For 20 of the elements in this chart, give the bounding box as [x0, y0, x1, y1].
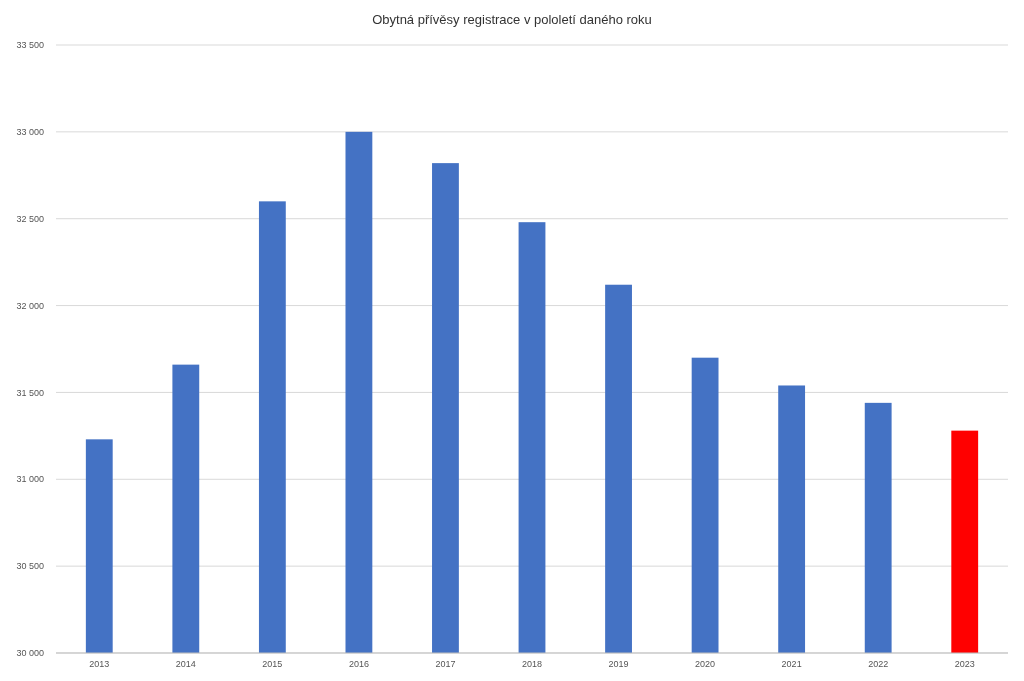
x-tick-label: 2016 — [348, 659, 369, 669]
x-tick-label: 2020 — [695, 659, 716, 669]
x-tick-label: 2021 — [781, 659, 802, 669]
y-tick-label: 31 000 — [16, 474, 44, 485]
x-tick-label: 2023 — [954, 659, 975, 669]
x-tick-label: 2017 — [435, 659, 456, 669]
x-tick-label: 2018 — [521, 659, 543, 669]
y-tick-label: 31 500 — [16, 387, 44, 398]
y-tick-label: 32 000 — [16, 300, 44, 311]
x-tick-label: 2022 — [868, 659, 889, 669]
x-tick-label: 2019 — [608, 659, 629, 669]
chart-title: Obytná přívěsy registrace v pololetí daného roku — [372, 12, 652, 27]
y-tick-label: 32 500 — [16, 213, 44, 224]
x-tick-label: 2014 — [175, 659, 196, 669]
y-tick-label: 30 000 — [16, 648, 44, 659]
y-tick-label: 30 500 — [16, 561, 44, 572]
y-tick-label: 33 500 — [16, 40, 44, 51]
y-tick-label: 33 000 — [16, 127, 44, 138]
x-tick-label: 2015 — [262, 659, 283, 669]
x-tick-label: 2013 — [89, 659, 110, 669]
